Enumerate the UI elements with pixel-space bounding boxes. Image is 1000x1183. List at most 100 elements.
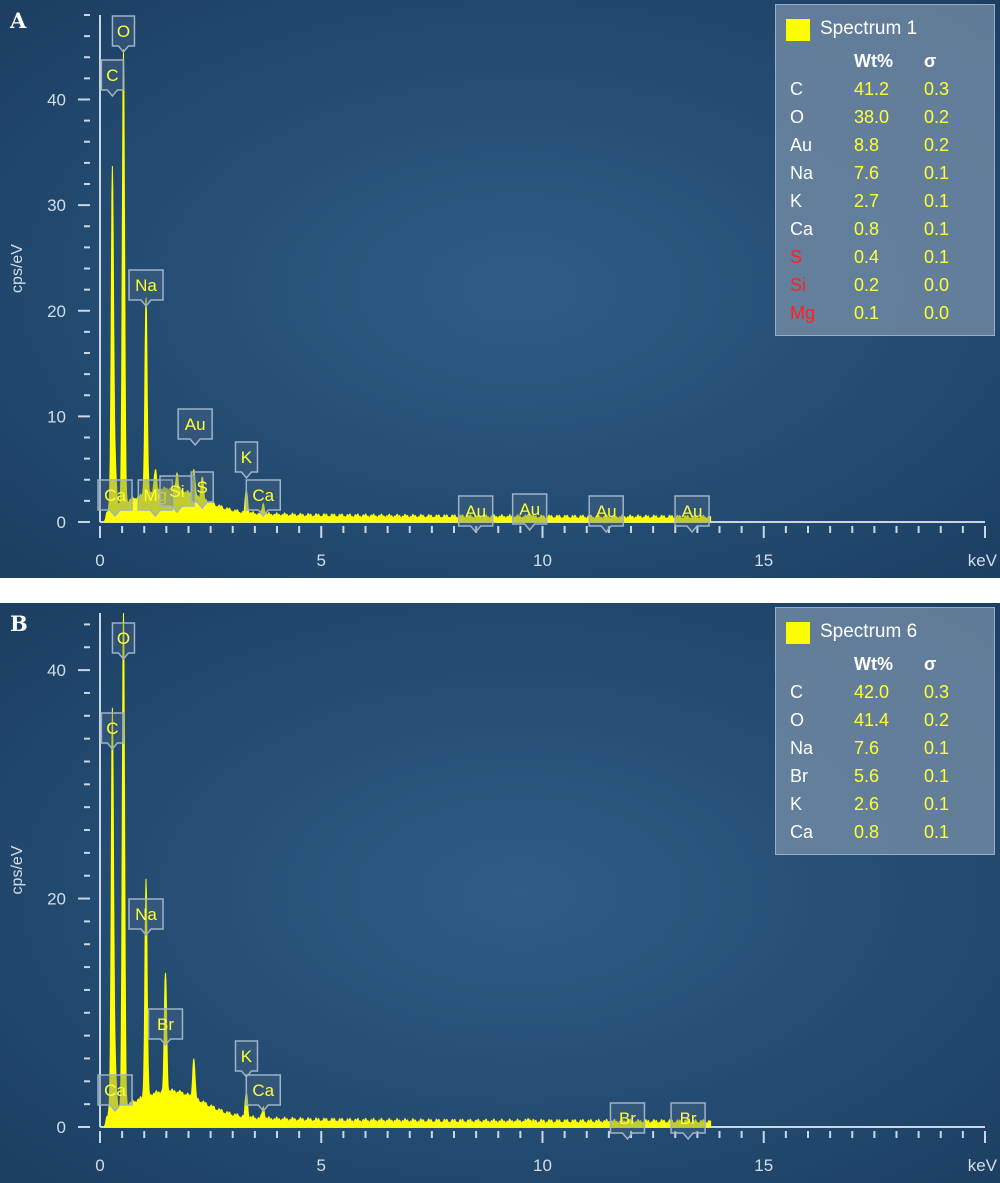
weight-percent: 41.4 [854,710,890,730]
peak-label-text: Mg [144,486,168,505]
x-tick-label: 0 [95,551,104,570]
x-tick-label: 0 [95,1156,104,1175]
peak-label-box [97,1074,133,1113]
weight-percent: 0.8 [854,822,880,842]
y-tick-label: 20 [47,890,66,909]
weight-percent: 42.0 [854,682,890,702]
weight-percent: 0.1 [854,303,880,323]
peak-label-text: Si [169,482,184,501]
peak-label-text: K [241,448,253,467]
composition-row: O 38.0 0.2 [776,105,994,133]
y-axis-label: cps/eV [9,845,26,894]
peak-label-box [674,495,710,534]
peak-label-box [588,495,624,534]
peak-label-box [147,1008,184,1047]
column-header-wt: Wt% [854,51,893,71]
peak-label-text: Ca [252,1081,274,1100]
sigma-value: 0.1 [924,191,950,211]
sigma-value: 0.3 [924,79,950,99]
peak-label: Au [588,495,624,534]
peak-label: Br [670,1102,706,1141]
weight-percent: 2.6 [854,794,880,814]
y-tick-label: 10 [47,407,66,426]
element-symbol: O [790,710,805,730]
peak-label-box [137,479,174,518]
composition-row: C 41.2 0.3 [776,77,994,105]
sigma-value: 0.1 [924,766,950,786]
peak-label-text: C [106,66,118,85]
composition-row: C 42.0 0.3 [776,680,994,708]
x-tick-label: 15 [754,1156,773,1175]
column-header-sigma: σ [924,51,937,71]
peak-label-text: Br [680,1109,697,1128]
y-tick-label: 40 [47,661,66,680]
panel-letter-a: A [10,8,27,33]
x-axis-unit: keV [968,551,998,570]
peak-label-box [670,1102,706,1141]
peak-label-text: Na [135,276,157,295]
peak-label-text: Ca [252,486,274,505]
peak-label-text: Au [596,502,617,521]
peak-label-box [234,441,259,480]
column-header-sigma: σ [924,654,937,674]
peak-label-text: Au [185,415,206,434]
composition-row: Au 8.8 0.2 [776,133,994,161]
legend-title: Spectrum 6 [820,621,918,642]
y-tick-label: 40 [47,91,66,110]
y-tick-label: 30 [47,196,66,215]
composition-table-a: Spectrum 1 Wt% σ C 41.2 0.3 O 38.0 0.2 Au 8.8 0.… [775,4,995,336]
sigma-value: 0.0 [924,275,950,295]
composition-row: K 2.6 0.1 [776,792,994,820]
peak-label: Mg [137,479,174,518]
peak-label-text: Au [465,502,486,521]
peak-label-box [245,479,282,518]
y-axis-label: cps/eV [9,244,26,293]
sigma-value: 0.1 [924,163,950,183]
peak-label-text: O [117,22,130,41]
weight-percent: 8.8 [854,135,880,155]
peak-label-text: Au [519,500,540,519]
peak-label: Br [147,1008,184,1047]
peak-label-box [111,15,136,54]
peak-label-text: S [197,478,208,497]
peak-label: Au [177,408,213,447]
peak-label: Ca [97,1074,133,1113]
sigma-value: 0.1 [924,738,950,758]
element-symbol: C [790,79,803,99]
peak-label-box [234,1040,259,1079]
peak-label-text: Ca [104,486,126,505]
weight-percent: 7.6 [854,738,880,758]
peak-label-text: Na [135,905,157,924]
peak-label: Au [674,495,710,534]
weight-percent: 0.8 [854,219,880,239]
y-tick-label: 20 [47,302,66,321]
composition-row: O 41.4 0.2 [776,708,994,736]
element-symbol: Mg [790,303,816,323]
peak-label-box [159,475,195,514]
element-symbol: Si [790,275,807,295]
peak-label: Ca [245,479,282,518]
composition-row: Ca 0.8 0.1 [776,217,994,245]
sigma-value: 0.2 [924,135,950,155]
sigma-value: 0.1 [924,794,950,814]
peak-label-box [128,269,164,308]
peak-label-text: Ca [104,1081,126,1100]
weight-percent: 2.7 [854,191,880,211]
element-symbol: Na [790,163,814,183]
composition-table-b: Spectrum 6 Wt% σ C 42.0 0.3 O 41.4 0.2 Na 7.6 0.… [775,607,995,855]
peak-label: Si [159,475,195,514]
composition-row: K 2.7 0.1 [776,189,994,217]
spectrum-trace [103,49,712,523]
sigma-value: 0.1 [924,247,950,267]
peak-label: K [234,1040,259,1079]
spectrum-panel-a: 0 5 10 15 0 10 20 30 40 cps/eV keV O C Na Au Mg Si S K Ca Ca… [0,0,1000,578]
x-tick-label: 10 [533,551,552,570]
composition-row: Ca 0.8 0.1 [776,820,994,848]
element-symbol: Au [790,135,813,155]
x-tick-label: 5 [317,1156,326,1175]
sigma-value: 0.2 [924,107,950,127]
element-symbol: Br [790,766,808,786]
peak-label: C [100,712,125,751]
peak-label-box [100,59,125,98]
element-symbol: C [790,682,803,702]
